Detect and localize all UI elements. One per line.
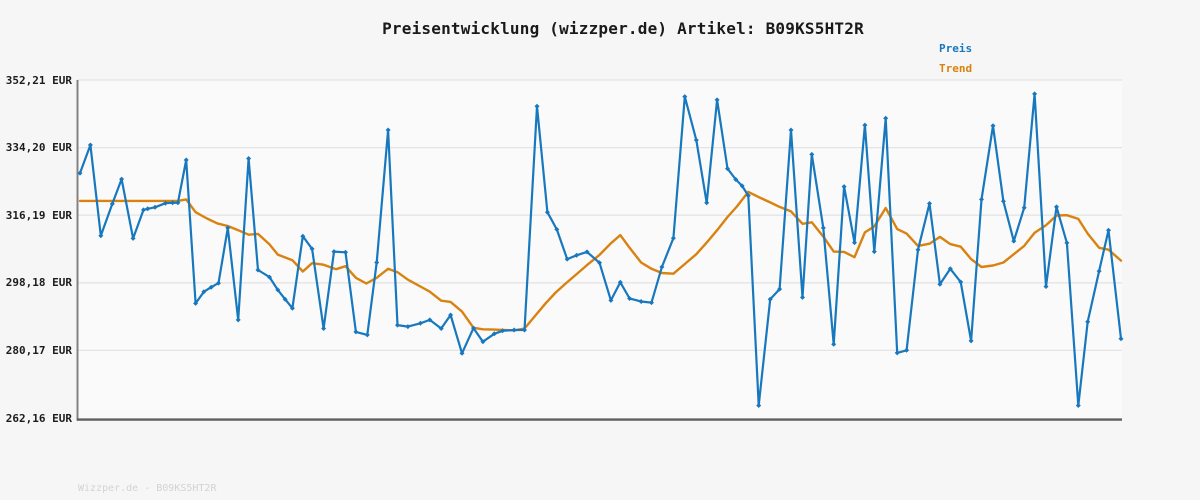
price-line: [78, 92, 1123, 407]
y-axis-label: 352,21 EUR: [5, 73, 72, 87]
y-axis-label: 334,20 EUR: [5, 141, 72, 155]
y-axis-label: 316,19 EUR: [5, 208, 72, 222]
watermark: Wizzper.de - B09KS5HT2R: [78, 483, 217, 494]
chart-legend: Preis Trend: [939, 39, 972, 79]
y-axis-label: 280,17 EUR: [5, 343, 72, 357]
y-axis-label: 262,16 EUR: [5, 411, 72, 425]
legend-item-preis: Preis: [939, 42, 973, 55]
legend-item-trend: Trend: [939, 62, 973, 75]
chart-title: Preisentwicklung (wizzper.de) Artikel: B…: [382, 19, 864, 38]
plot-background: [78, 80, 1122, 420]
y-axis-label: 298,18 EUR: [5, 276, 72, 290]
